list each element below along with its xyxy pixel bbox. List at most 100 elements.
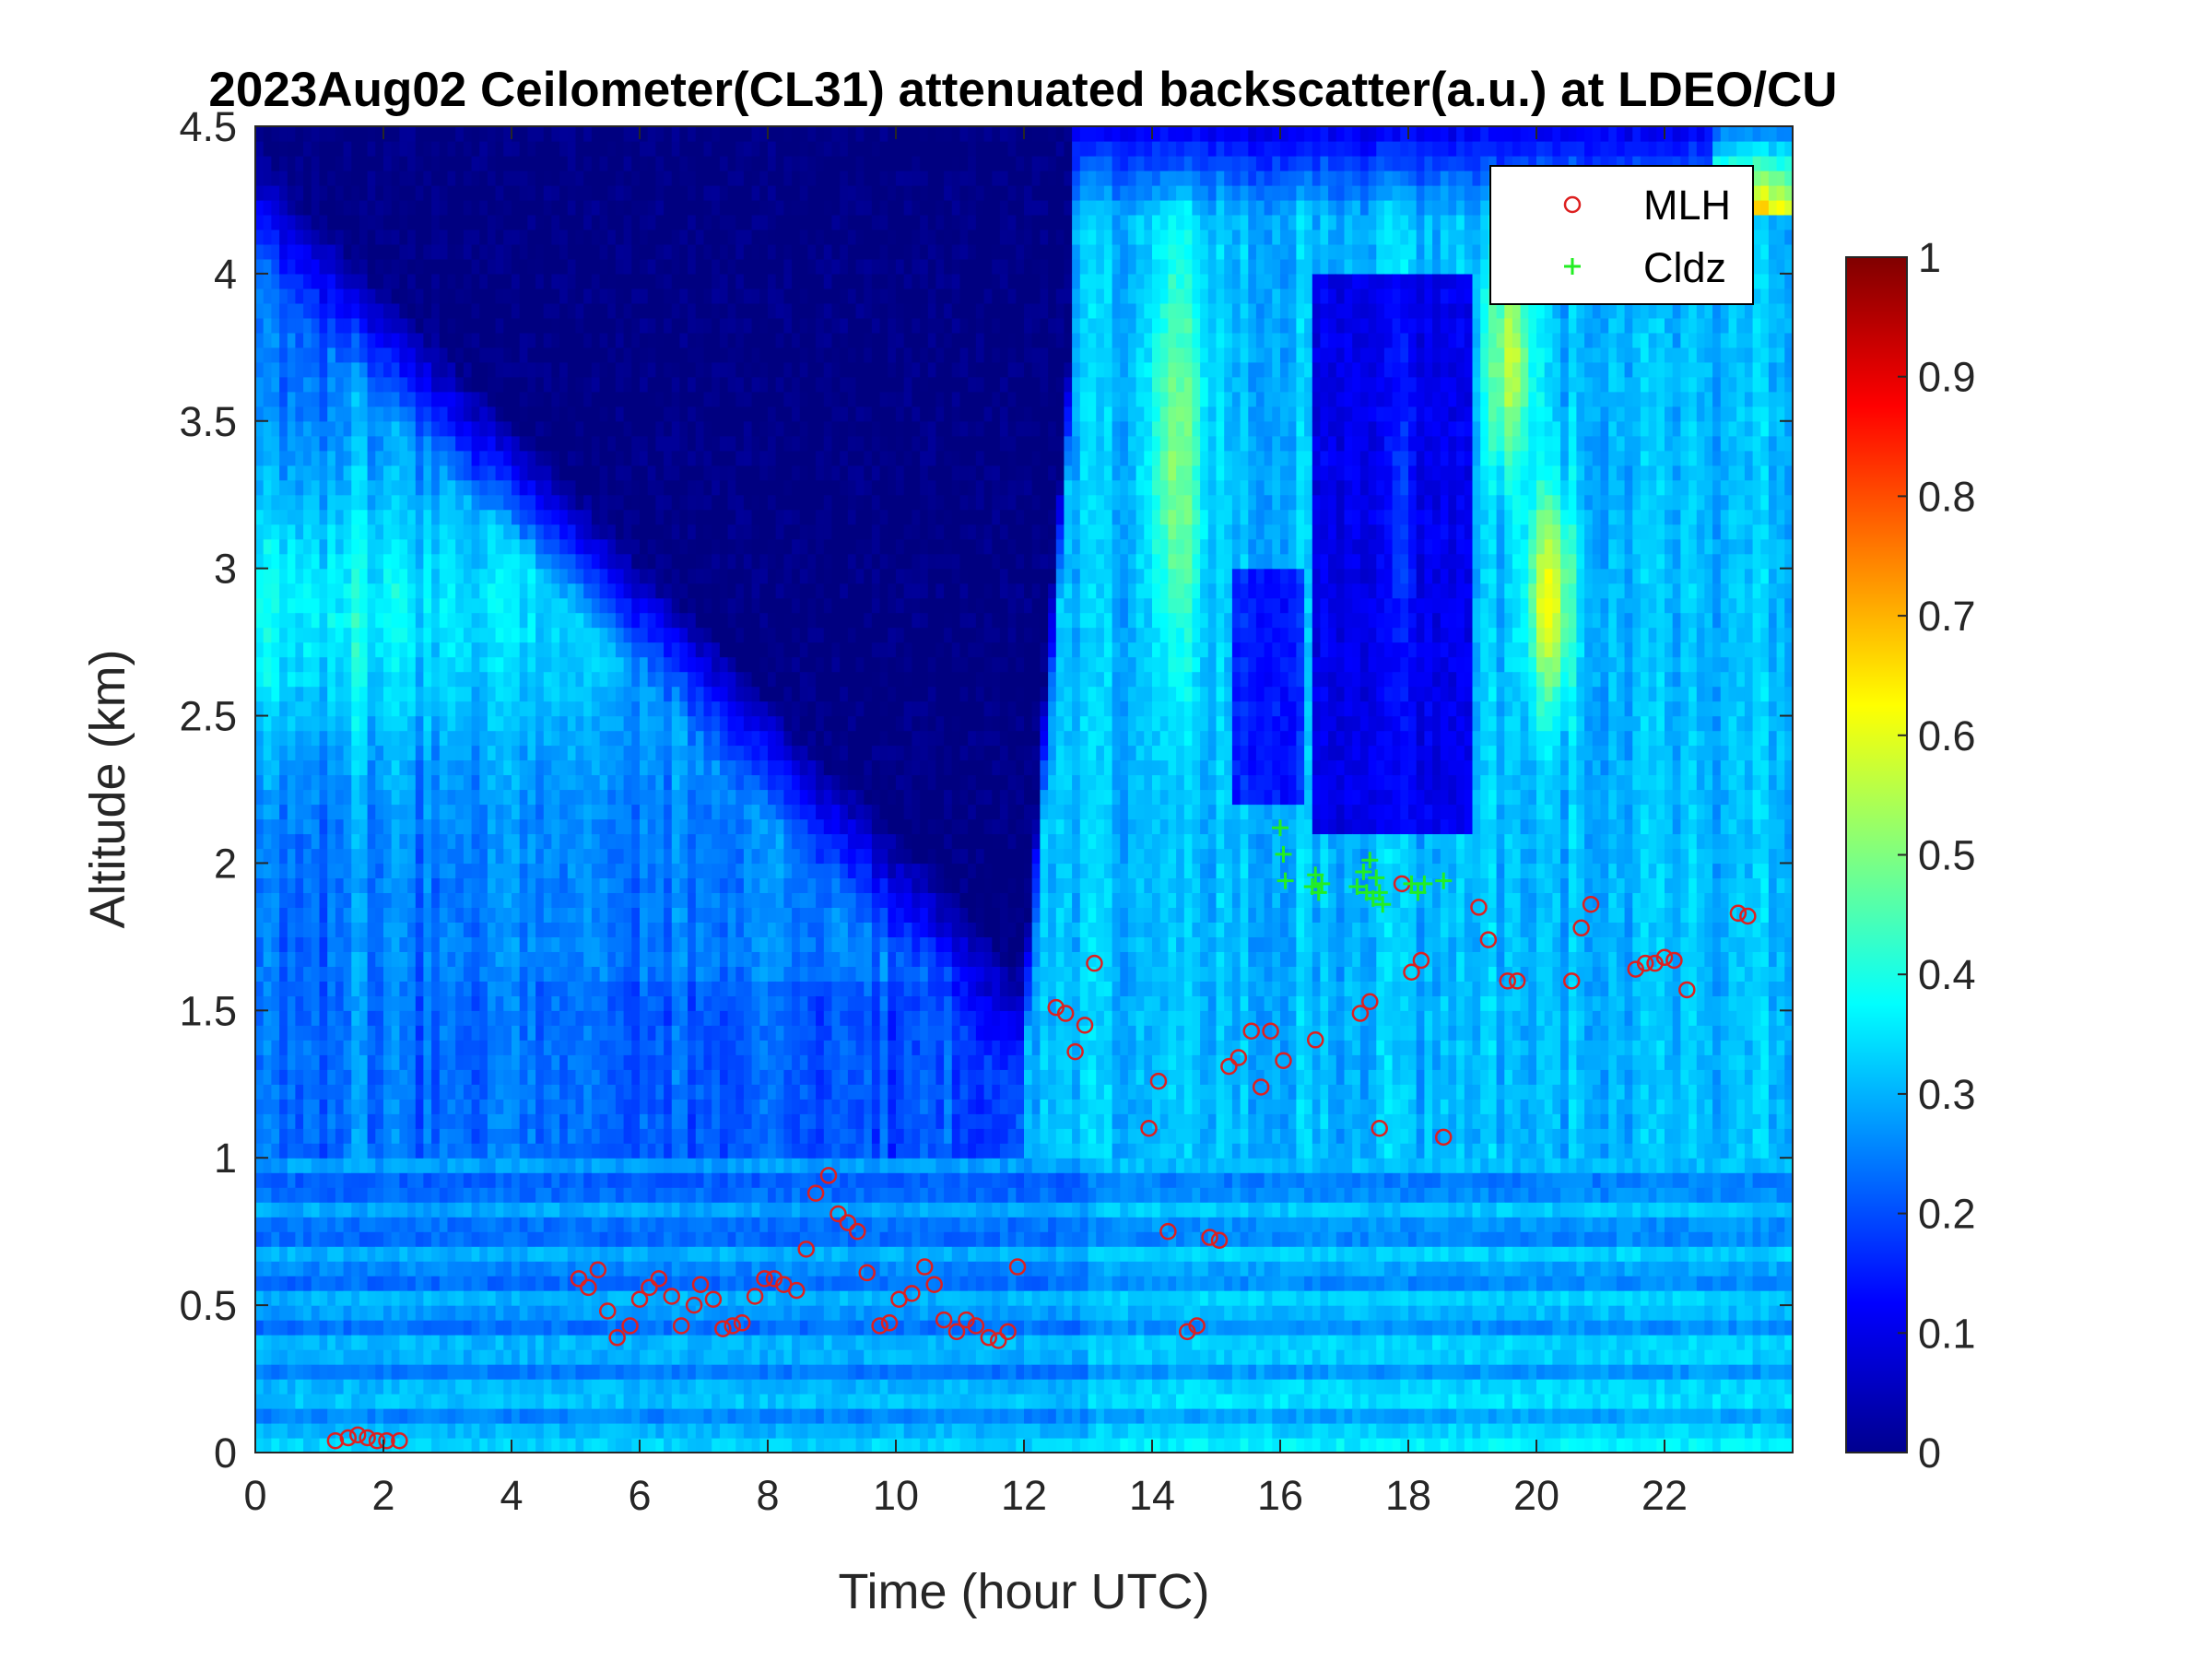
heatmap-cell bbox=[535, 1379, 545, 1394]
heatmap-cell bbox=[512, 1276, 521, 1291]
heatmap-cell bbox=[512, 1261, 521, 1277]
heatmap-cell bbox=[487, 1394, 497, 1409]
heatmap-cell bbox=[679, 1261, 688, 1277]
heatmap-cell bbox=[559, 214, 569, 230]
heatmap-cell bbox=[359, 597, 369, 614]
heatmap-cell bbox=[463, 612, 473, 629]
heatmap-cell bbox=[327, 1158, 336, 1173]
heatmap-cell bbox=[359, 243, 369, 260]
heatmap-cell bbox=[671, 273, 681, 289]
heatmap-cell bbox=[399, 686, 408, 702]
heatmap-cell bbox=[575, 966, 584, 982]
heatmap-cell bbox=[407, 1010, 417, 1026]
heatmap-cell bbox=[607, 391, 617, 407]
heatmap-cell bbox=[423, 700, 432, 717]
heatmap-cell bbox=[255, 1276, 265, 1291]
heatmap-cell bbox=[391, 818, 400, 835]
heatmap-cell bbox=[255, 1128, 265, 1144]
heatmap-cell bbox=[287, 877, 297, 893]
heatmap-cell bbox=[295, 597, 304, 614]
heatmap-cell bbox=[671, 951, 681, 967]
heatmap-cell bbox=[279, 243, 288, 260]
heatmap-cell bbox=[335, 1010, 345, 1026]
heatmap-cell bbox=[559, 126, 569, 142]
heatmap-cell bbox=[527, 612, 536, 629]
heatmap-cell bbox=[487, 376, 497, 393]
heatmap-cell bbox=[623, 1408, 632, 1424]
heatmap-cell bbox=[263, 302, 272, 319]
heatmap-cell bbox=[512, 524, 521, 540]
heatmap-cell bbox=[463, 907, 473, 923]
heatmap-cell bbox=[343, 1187, 352, 1203]
heatmap-cell bbox=[327, 1054, 336, 1070]
heatmap-cell bbox=[375, 833, 384, 850]
heatmap-cell bbox=[527, 538, 536, 555]
heatmap-cell bbox=[575, 641, 584, 658]
heatmap-cell bbox=[559, 1335, 569, 1350]
heatmap-cell bbox=[463, 156, 473, 171]
heatmap-cell bbox=[655, 450, 665, 466]
heatmap-cell bbox=[671, 347, 681, 363]
heatmap-cell bbox=[263, 700, 272, 717]
heatmap-cell bbox=[327, 361, 336, 378]
heatmap-cell bbox=[671, 863, 681, 878]
heatmap-cell bbox=[599, 376, 608, 393]
heatmap-cell bbox=[407, 936, 417, 952]
heatmap-cell bbox=[399, 229, 408, 245]
heatmap-cell bbox=[583, 1099, 593, 1114]
heatmap-cell bbox=[271, 302, 280, 319]
heatmap-cell bbox=[647, 1349, 656, 1365]
heatmap-cell bbox=[583, 1158, 593, 1173]
heatmap-cell bbox=[527, 258, 536, 275]
heatmap-cell bbox=[295, 1128, 304, 1144]
heatmap-cell bbox=[655, 1305, 665, 1321]
heatmap-cell bbox=[679, 347, 688, 363]
heatmap-cell bbox=[351, 1423, 360, 1439]
heatmap-cell bbox=[447, 1320, 456, 1335]
heatmap-cell bbox=[615, 582, 625, 599]
heatmap-cell bbox=[327, 1276, 336, 1291]
heatmap-cell bbox=[407, 951, 417, 967]
heatmap-cell bbox=[607, 759, 617, 776]
heatmap-cell bbox=[431, 568, 441, 584]
heatmap-cell bbox=[327, 1394, 336, 1409]
heatmap-cell bbox=[512, 597, 521, 614]
heatmap-cell bbox=[399, 1187, 408, 1203]
heatmap-cell bbox=[375, 361, 384, 378]
heatmap-cell bbox=[519, 966, 528, 982]
heatmap-cell bbox=[503, 700, 512, 717]
heatmap-cell bbox=[431, 538, 441, 555]
heatmap-cell bbox=[535, 450, 545, 466]
heatmap-cell bbox=[455, 1113, 465, 1129]
heatmap-cell bbox=[599, 936, 608, 952]
heatmap-cell bbox=[463, 848, 473, 865]
heatmap-cell bbox=[535, 229, 545, 245]
heatmap-cell bbox=[559, 141, 569, 157]
heatmap-cell bbox=[664, 1246, 673, 1262]
heatmap-cell bbox=[351, 1172, 360, 1188]
heatmap-cell bbox=[503, 361, 512, 378]
heatmap-cell bbox=[671, 1084, 681, 1100]
heatmap-cell bbox=[255, 641, 265, 658]
heatmap-cell bbox=[487, 1364, 497, 1380]
heatmap-cell bbox=[679, 641, 688, 658]
heatmap-cell bbox=[311, 922, 321, 937]
heatmap-cell bbox=[439, 494, 449, 511]
heatmap-cell bbox=[551, 479, 560, 496]
heatmap-cell bbox=[399, 715, 408, 732]
heatmap-cell bbox=[263, 1408, 272, 1424]
heatmap-cell bbox=[367, 1128, 376, 1144]
heatmap-cell bbox=[535, 1290, 545, 1306]
heatmap-cell bbox=[327, 1010, 336, 1026]
heatmap-cell bbox=[487, 214, 497, 230]
heatmap-cell bbox=[383, 524, 393, 540]
heatmap-cell bbox=[375, 479, 384, 496]
heatmap-cell bbox=[351, 789, 360, 806]
heatmap-cell bbox=[447, 907, 456, 923]
heatmap-cell bbox=[375, 922, 384, 937]
heatmap-cell bbox=[431, 627, 441, 643]
heatmap-cell bbox=[512, 627, 521, 643]
heatmap-cell bbox=[391, 391, 400, 407]
heatmap-cell bbox=[631, 582, 641, 599]
heatmap-cell bbox=[679, 715, 688, 732]
